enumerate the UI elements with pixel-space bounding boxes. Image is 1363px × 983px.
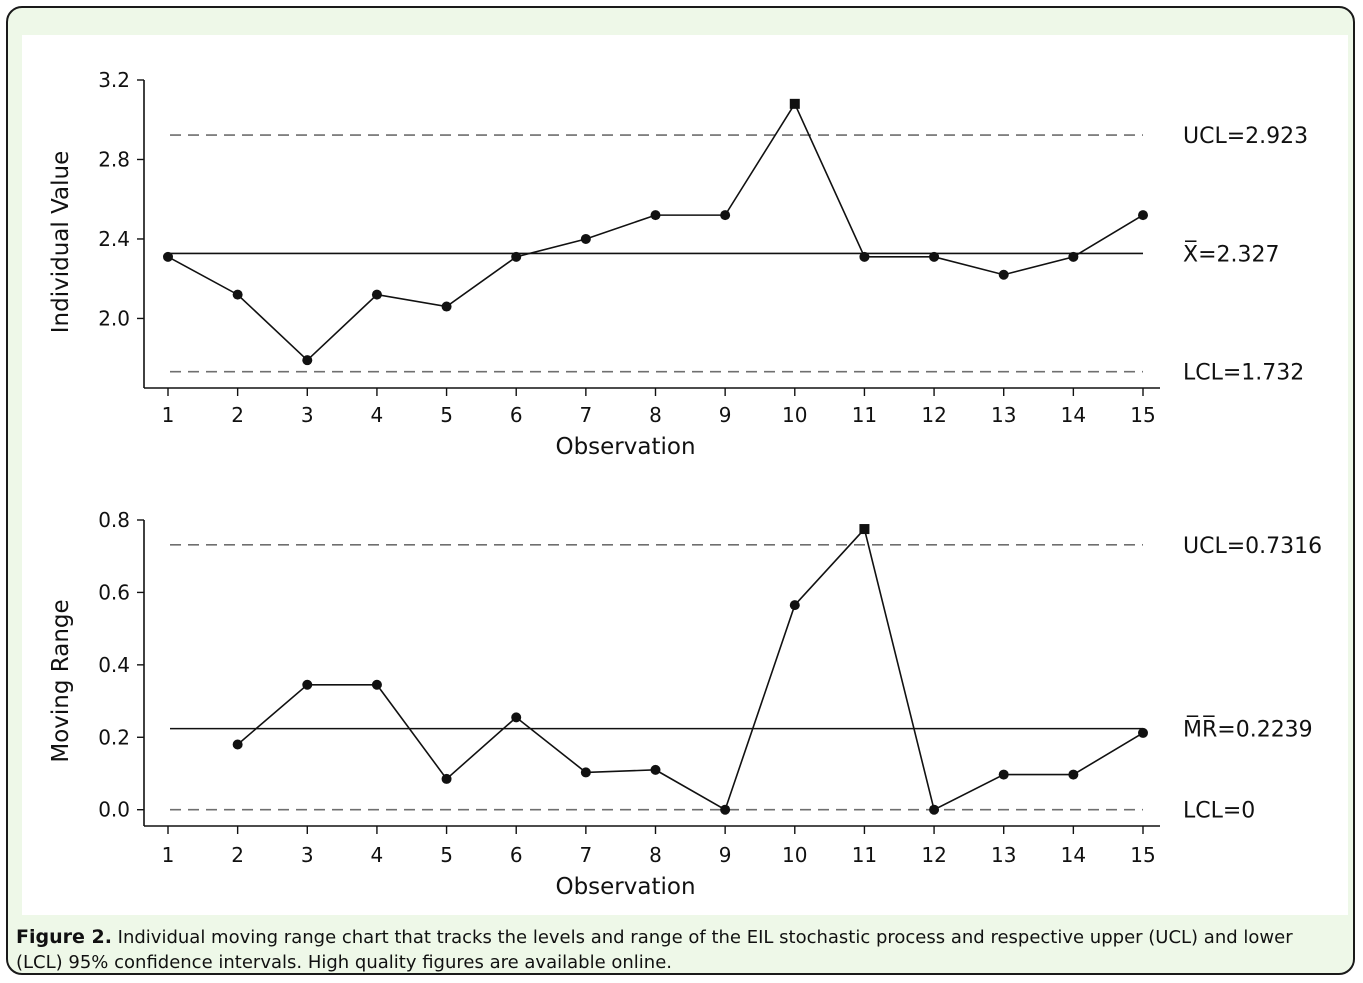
moving-range-x-tick-label: 14 <box>1061 843 1086 867</box>
moving-range-x-tick-label: 5 <box>440 843 453 867</box>
individual-value-x-tick-label: 14 <box>1061 403 1086 427</box>
individual-value-y-axis-title: Individual Value <box>48 151 74 333</box>
individual-value-x-tick-label: 13 <box>991 403 1016 427</box>
individual-value-point <box>859 251 870 262</box>
moving-range-x-tick-label: 13 <box>991 843 1016 867</box>
moving-range-lcl-label: LCL=0 <box>1183 799 1255 824</box>
individual-value-x-tick-label: 7 <box>579 403 592 427</box>
moving-range-point <box>580 767 591 778</box>
moving-range-point <box>1068 769 1079 780</box>
individual-value-point <box>929 251 940 262</box>
individual-value-point <box>650 210 661 221</box>
individual-value-x-tick-label: 5 <box>440 403 453 427</box>
moving-range-point <box>1138 727 1148 738</box>
plot-area <box>22 35 1348 915</box>
individual-value-point <box>720 210 731 221</box>
moving-range-point <box>789 600 800 611</box>
moving-range-point <box>511 712 522 723</box>
moving-range-y-tick-label: 0.4 <box>98 653 130 677</box>
individual-value-x-tick-label: 6 <box>510 403 523 427</box>
moving-range-x-tick-label: 10 <box>782 843 807 867</box>
moving-range-point-out-of-control <box>859 524 870 535</box>
moving-range-center-label: M̅R̅=0.2239 <box>1183 716 1313 743</box>
moving-range-y-tick-label: 0.6 <box>98 580 130 604</box>
moving-range-x-tick-label: 15 <box>1130 843 1155 867</box>
individual-value-point <box>1068 251 1079 262</box>
individual-value-x-tick-label: 10 <box>782 403 807 427</box>
individual-value-x-tick-label: 11 <box>852 403 877 427</box>
individual-value-x-tick-label: 12 <box>921 403 946 427</box>
moving-range-x-tick-label: 9 <box>719 843 732 867</box>
moving-range-x-tick-label: 3 <box>301 843 314 867</box>
moving-range-point <box>650 764 661 775</box>
figure-caption: Figure 2. Individual moving range chart … <box>16 925 1341 975</box>
individual-value-lcl-label: LCL=1.732 <box>1183 361 1304 386</box>
individual-value-point <box>232 289 243 300</box>
individual-value-y-tick-label: 2.4 <box>98 227 130 251</box>
moving-range-x-tick-label: 8 <box>649 843 662 867</box>
moving-range-x-tick-label: 4 <box>371 843 384 867</box>
individual-value-point <box>998 269 1009 280</box>
individual-value-x-tick-label: 15 <box>1130 403 1155 427</box>
individual-value-center-label: X̅=2.327 <box>1183 240 1280 267</box>
individual-value-x-axis-title: Observation <box>555 434 695 460</box>
moving-range-x-tick-label: 11 <box>852 843 877 867</box>
individual-value-point <box>302 355 313 366</box>
individual-value-series-line <box>167 102 1144 362</box>
moving-range-point <box>371 679 382 690</box>
individual-value-point <box>441 301 452 312</box>
individual-value-y-tick-label: 2.8 <box>98 147 130 171</box>
moving-range-x-tick-label: 1 <box>162 843 175 867</box>
individual-value-x-tick-label: 1 <box>162 403 175 427</box>
caption-label: Figure 2. <box>16 926 112 948</box>
moving-range-x-tick-label: 7 <box>579 843 592 867</box>
individual-value-x-tick-label: 8 <box>649 403 662 427</box>
moving-range-point <box>929 804 940 815</box>
moving-range-point <box>302 679 313 690</box>
moving-range-point <box>998 769 1009 780</box>
individual-value-x-tick-label: 9 <box>719 403 732 427</box>
moving-range-point <box>232 739 243 750</box>
moving-range-series-line <box>237 527 1144 811</box>
caption-text: Individual moving range chart that track… <box>16 927 1293 973</box>
individual-value-point <box>1138 210 1148 221</box>
moving-range-y-tick-label: 0.0 <box>98 798 130 822</box>
individual-value-point-out-of-control <box>789 98 800 109</box>
moving-range-y-tick-label: 0.8 <box>98 508 130 532</box>
individual-value-y-tick-label: 2.0 <box>98 306 130 330</box>
moving-range-x-tick-label: 6 <box>510 843 523 867</box>
moving-range-y-tick-label: 0.2 <box>98 725 130 749</box>
moving-range-ucl-label: UCL=0.7316 <box>1183 534 1322 559</box>
individual-value-point <box>511 251 522 262</box>
moving-range-y-axis-title: Moving Range <box>48 599 74 762</box>
moving-range-point <box>441 773 452 784</box>
individual-value-point <box>371 289 382 300</box>
moving-range-point <box>720 804 731 815</box>
moving-range-x-axis-title: Observation <box>555 874 695 900</box>
individual-value-point <box>580 233 591 244</box>
individual-value-x-tick-label: 4 <box>371 403 384 427</box>
individual-value-point <box>163 251 173 262</box>
moving-range-x-tick-label: 2 <box>231 843 244 867</box>
individual-value-x-tick-label: 3 <box>301 403 314 427</box>
individual-value-y-tick-label: 3.2 <box>98 68 130 92</box>
individual-value-x-tick-label: 2 <box>231 403 244 427</box>
individual-value-ucl-label: UCL=2.923 <box>1183 124 1308 149</box>
moving-range-x-tick-label: 12 <box>921 843 946 867</box>
